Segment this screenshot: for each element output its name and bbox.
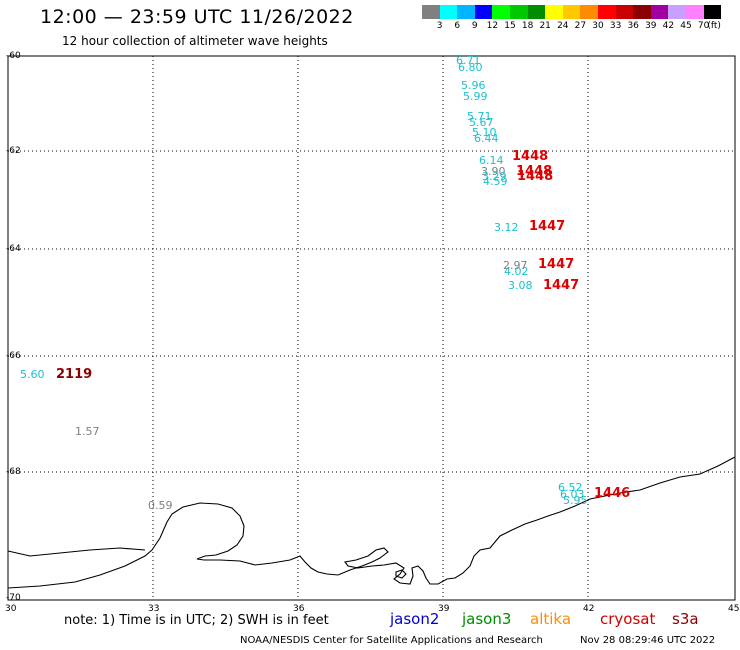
swh-label: 5.60 [20, 368, 45, 381]
colorbar-swatch [703, 5, 722, 19]
lon-label: 30 [5, 604, 17, 614]
lon-label: 42 [583, 604, 595, 614]
lon-label: 33 [148, 604, 160, 614]
colorbar-label: 9 [471, 21, 478, 31]
time-label: 1448 [512, 149, 549, 164]
colorbar-label: 27 [574, 21, 587, 31]
lat-label: -70 [6, 593, 21, 603]
legend-jason2: jason2 [390, 610, 440, 628]
time-label: 1448 [516, 164, 553, 179]
time-label: 1447 [543, 278, 580, 293]
legend-jason3: jason3 [462, 610, 512, 628]
time-label: 1446 [594, 486, 631, 501]
swh-label: 3.29 [482, 170, 507, 183]
colorbar-label: 70 [697, 21, 710, 31]
colorbar-swatch [650, 5, 669, 19]
colorbar-swatch [492, 5, 510, 19]
swh-label: 5.10 [472, 126, 497, 139]
colorbar-label: 3 [436, 21, 443, 31]
map-title: 12:00 — 23:59 UTC 11/26/2022 [40, 6, 354, 28]
colorbar-swatch [668, 5, 686, 19]
wave-height-colorbar [422, 5, 722, 19]
map-frame [7, 55, 736, 601]
colorbar-label: 15 [504, 21, 516, 31]
lat-label: -64 [6, 244, 21, 254]
legend-s3a: s3a [672, 610, 699, 628]
colorbar-label: 21 [539, 21, 551, 31]
graticule [8, 56, 735, 600]
colorbar-swatch [474, 5, 493, 19]
time-label: 1448 [517, 169, 554, 184]
swh-label: 0.59 [148, 499, 173, 512]
coastline-small-island [395, 569, 407, 579]
swh-label: 4.59 [483, 175, 508, 188]
generated-timestamp: Nov 28 08:29:46 UTC 2022 [580, 635, 716, 646]
swh-label: 5.95 [563, 494, 588, 507]
colorbar-label: 12 [486, 21, 499, 31]
colorbar-swatch [633, 5, 651, 19]
colorbar-swatch [509, 5, 528, 19]
colorbar-swatch [457, 5, 475, 19]
colorbar-swatch [685, 5, 704, 19]
swh-label: 3.08 [508, 279, 533, 292]
swh-label: 6.71 [456, 54, 481, 67]
swh-label: 4.02 [504, 265, 529, 278]
colorbar-label: 6 [454, 21, 461, 31]
legend-cryosat: cryosat [600, 610, 656, 628]
colorbar-swatch [527, 5, 546, 19]
lat-label: -60 [6, 51, 21, 61]
swh-label: 6.52 [558, 481, 583, 494]
colorbar-swatch [422, 5, 440, 19]
colorbar-label: 18 [521, 21, 534, 31]
swh-label: 5.96 [461, 79, 486, 92]
lon-label: 45 [728, 604, 740, 614]
map-subtitle: 12 hour collection of altimeter wave hei… [62, 34, 328, 48]
lat-label: -68 [6, 467, 21, 477]
credit-text: NOAA/NESDIS Center for Satellite Applica… [240, 635, 543, 646]
colorbar-labels: 3 6 9 12 15 18 21 24 27 30 33 36 39 42 45 70 (ft) [422, 21, 740, 33]
colorbar-swatch [545, 5, 563, 19]
colorbar-label: 33 [609, 21, 622, 31]
colorbar-label: 24 [557, 21, 569, 31]
swh-label: 5.67 [469, 116, 494, 129]
lon-label: 36 [293, 604, 305, 614]
colorbar-label: 30 [592, 21, 604, 31]
swh-label: 1.57 [75, 425, 100, 438]
colorbar-swatch [597, 5, 616, 19]
time-label: 1447 [529, 219, 566, 234]
colorbar-label: 45 [680, 21, 692, 31]
footer-note: note: 1) Time is in UTC; 2) SWH is in fe… [64, 613, 329, 628]
colorbar-label: 39 [645, 21, 657, 31]
swh-label: 6.80 [458, 61, 483, 74]
lat-label: -62 [6, 146, 21, 156]
swh-label: 2.97 [503, 259, 528, 272]
lon-label: 39 [438, 604, 450, 614]
swh-label: 6.14 [479, 154, 504, 167]
swh-label: 6.44 [474, 132, 499, 145]
colorbar-swatch [562, 5, 581, 19]
swh-label: 3.12 [494, 221, 519, 234]
time-label: 1447 [538, 257, 575, 272]
colorbar-label: 42 [662, 21, 675, 31]
time-label: 2119 [56, 367, 93, 382]
lat-label: -66 [6, 351, 21, 361]
colorbar-swatch [615, 5, 634, 19]
swh-label: 3.90 [481, 165, 506, 178]
colorbar-label: (ft) [707, 21, 721, 31]
swh-label: 6.03 [560, 488, 585, 501]
swh-label: 5.71 [467, 110, 492, 123]
legend-altika: altika [530, 610, 572, 628]
colorbar-swatch [439, 5, 458, 19]
colorbar-swatch [580, 5, 598, 19]
antarctic-coastline [7, 456, 736, 589]
coastline-inlet [7, 547, 146, 557]
colorbar-label: 36 [627, 21, 639, 31]
swh-label: 5.99 [463, 90, 488, 103]
